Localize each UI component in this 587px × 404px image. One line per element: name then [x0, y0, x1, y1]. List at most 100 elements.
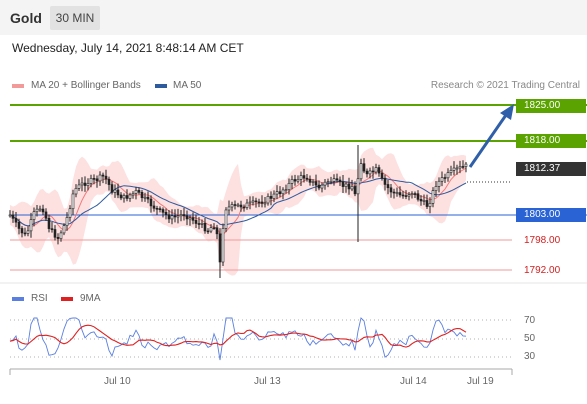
price-label-1792: 1792.00 [524, 265, 561, 276]
candle-body [11, 214, 15, 219]
candle-body [299, 175, 303, 180]
candle-body [182, 214, 186, 217]
candle-body [395, 192, 399, 194]
candle-body [236, 204, 240, 207]
candle-body [203, 223, 207, 232]
candle-body [62, 225, 66, 234]
candle-body [371, 170, 375, 173]
candle-body [416, 193, 420, 200]
rsi-swatch [12, 297, 24, 301]
candle-body [296, 179, 300, 182]
candle-body [344, 183, 348, 187]
candle-body [437, 180, 441, 187]
candle-body [374, 167, 378, 173]
candle-body [248, 201, 252, 204]
candle-body [134, 190, 138, 194]
price-badge-1825: 1825.00 [516, 99, 586, 113]
candle-body [98, 174, 102, 182]
candle-body [455, 167, 459, 170]
candle-body [53, 229, 57, 238]
candle-body [392, 191, 396, 194]
candle-body [398, 192, 402, 196]
candle-body [152, 205, 156, 209]
candle-body [32, 211, 36, 220]
candle-body [227, 206, 231, 211]
candle-body [80, 182, 84, 186]
candle-body [293, 179, 297, 182]
candle-body [158, 208, 162, 210]
candle-body [173, 215, 177, 218]
candle-body [146, 196, 150, 200]
candle-body [35, 208, 39, 213]
x-label-jul19: Jul 19 [467, 376, 494, 387]
candle-body [92, 178, 96, 180]
candle-body [191, 217, 195, 221]
datetime-label: Wednesday, July 14, 2021 8:48:14 AM CET [12, 41, 244, 55]
candle-body [446, 172, 450, 179]
ma50-swatch [155, 84, 167, 88]
candle-body [269, 196, 273, 199]
projection-arrow-shaft [468, 114, 508, 168]
candle-body [320, 184, 324, 189]
candle-body [461, 166, 465, 168]
candle-body [77, 184, 81, 189]
candle-body [284, 189, 288, 191]
ma20-line [9, 167, 467, 236]
price-badge-1818: 1818.00 [516, 134, 586, 148]
candle-body [278, 191, 282, 195]
candle-body [116, 189, 120, 196]
candle-body [287, 182, 291, 190]
candlesticks [8, 145, 468, 278]
candle-body [41, 208, 45, 213]
candle-body [440, 177, 444, 182]
candle-body [404, 195, 408, 197]
candle-body [341, 181, 345, 187]
bollinger-band [10, 147, 466, 276]
candle-body [107, 178, 111, 185]
candle-body [110, 184, 114, 193]
candle-body [413, 193, 417, 195]
candle-body [362, 163, 366, 172]
rsi-label-30: 30 [524, 351, 536, 362]
price-badge-1803: 1803.00 [516, 208, 586, 222]
candle-body [89, 178, 93, 184]
ma20-swatch [12, 84, 24, 88]
candle-body [59, 232, 63, 239]
candle-body [359, 163, 363, 180]
candle-body [383, 177, 387, 185]
credit-text: Research © 2021 Trading Central [430, 80, 580, 91]
candle-body [317, 184, 321, 189]
legend-ma50: MA 50 [173, 80, 202, 91]
candle-body [281, 189, 285, 195]
candle-body [164, 212, 168, 215]
candle-body [29, 219, 33, 232]
candle-body [209, 227, 213, 232]
candle-body [206, 230, 210, 233]
candle-body [143, 196, 147, 199]
candle-body [122, 195, 126, 199]
candle-body [170, 215, 174, 220]
candle-body [449, 169, 453, 173]
ma50-line [9, 177, 467, 227]
candle-body [131, 193, 135, 196]
candle-body [50, 228, 54, 230]
candle-body [329, 181, 333, 183]
candle-body [308, 178, 312, 183]
candle-body [161, 209, 165, 213]
candle-body [23, 232, 27, 235]
legend-9ma: 9MA [80, 293, 101, 304]
candle-body [194, 220, 198, 224]
candle-body [212, 227, 216, 229]
candle-body [260, 201, 264, 204]
candle-body [17, 221, 21, 229]
candle-body [443, 177, 447, 179]
candle-body [380, 172, 384, 179]
candle-body [368, 170, 372, 175]
timeframe-badge[interactable]: 30 MIN [50, 6, 100, 30]
candle-body [239, 204, 243, 208]
rsi-ma-swatch [61, 297, 73, 301]
candle-body [179, 214, 183, 217]
candle-body [311, 181, 315, 183]
candle-body [155, 208, 159, 210]
candle-body [197, 223, 201, 225]
